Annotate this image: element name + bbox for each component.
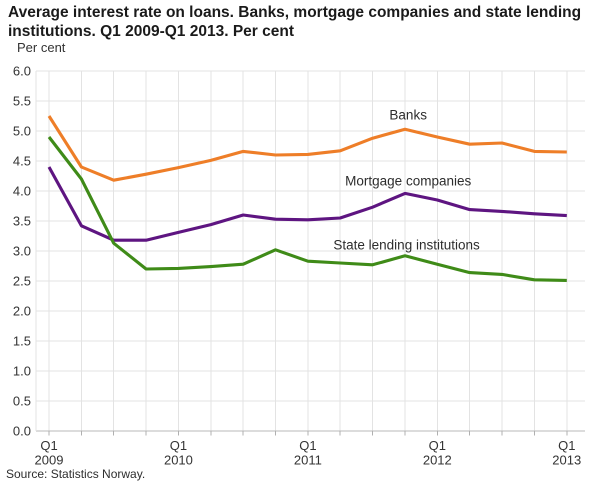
y-tick-label: 2.5 [13, 274, 31, 289]
series-label-banks: Banks [389, 107, 427, 122]
gridlines [35, 70, 585, 432]
y-tick-label: 1.0 [13, 364, 31, 379]
y-tick-label: 3.5 [13, 214, 31, 229]
y-tick-label: 1.5 [13, 334, 31, 349]
source-note: Source: Statistics Norway. [6, 467, 146, 481]
series-line-mortgage-companies [47, 166, 567, 242]
y-tick-label: 5.0 [13, 124, 31, 139]
y-tick-label: 4.5 [13, 154, 31, 169]
y-axis-tick-labels: 0.0 0.5 1.0 1.5 2.0 2.5 3.0 3.5 4.0 4.5 5.0 5.5 6.0 [13, 64, 31, 439]
series-label-state-lending-institutions: State lending institutions [333, 238, 480, 253]
x-tick-quarter: Q1 [558, 438, 575, 453]
x-tick-year: 2010 [164, 453, 193, 468]
y-tick-label: 0.5 [13, 394, 31, 409]
x-tick-quarter: Q1 [429, 438, 446, 453]
y-tick-label: 4.0 [13, 184, 31, 199]
x-tick-year: 2011 [294, 453, 322, 468]
y-tick-label: 6.0 [13, 64, 31, 79]
chart-title-line1: Average interest rate on loans. Banks, m… [8, 4, 582, 21]
y-tick-label: 5.5 [13, 94, 31, 109]
x-axis-ticks [48, 431, 568, 436]
y-tick-label: 2.0 [13, 304, 31, 319]
y-tick-label: 0.0 [13, 424, 31, 439]
x-tick-quarter: Q1 [170, 438, 187, 453]
x-tick-year: 2012 [423, 453, 452, 468]
x-tick-year: 2013 [552, 453, 581, 468]
x-tick-year: 2009 [35, 453, 64, 468]
y-tick-label: 3.0 [13, 244, 31, 259]
series-line-banks [47, 115, 567, 182]
x-tick-quarter: Q1 [299, 438, 316, 453]
chart-title-line2: institutions. Q1 2009-Q1 2013. Per cent [8, 22, 295, 40]
y-axis-unit-label: Per cent [17, 40, 66, 55]
chart-title: Average interest rate on loans. Banks, m… [8, 4, 606, 41]
x-tick-quarter: Q1 [40, 438, 57, 453]
series-line-state-lending-institutions [47, 136, 567, 282]
series-label-mortgage-companies: Mortgage companies [345, 173, 471, 188]
